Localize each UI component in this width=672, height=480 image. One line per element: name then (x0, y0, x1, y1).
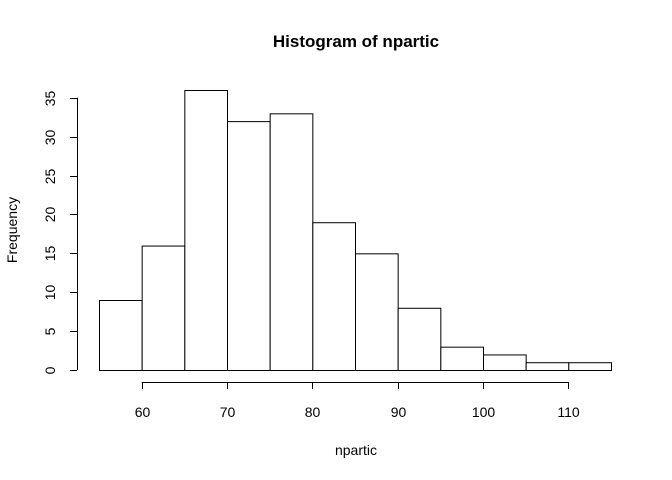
histogram-bar-65-70 (184, 90, 228, 371)
x-axis-label: npartic (335, 442, 377, 458)
x-tick-label-90: 90 (391, 404, 407, 420)
histogram-bar-85-90 (355, 253, 399, 371)
chart-title: Histogram of npartic (273, 32, 439, 51)
x-tick-label-70: 70 (220, 404, 236, 420)
histogram-bar-70-75 (227, 121, 271, 371)
y-axis-label: Frequency (4, 197, 20, 263)
histogram-bar-90-95 (397, 307, 442, 371)
x-tick-label-60: 60 (135, 404, 151, 420)
histogram-bar-55-60 (99, 300, 143, 371)
y-tick-label-25: 25 (42, 169, 58, 185)
x-tick-label-100: 100 (472, 404, 496, 420)
histogram-bar-75-80 (269, 113, 314, 371)
x-tick-label-110: 110 (557, 404, 580, 420)
y-tick-label-15: 15 (42, 246, 58, 262)
histogram-bar-105-110 (525, 362, 570, 372)
y-axis: 0 5 10 15 20 25 30 35 (42, 91, 78, 374)
y-tick-label-0: 0 (42, 366, 58, 374)
histogram-bar-60-65 (141, 245, 186, 371)
y-tick-label-35: 35 (42, 91, 58, 107)
x-tick-label-80: 80 (305, 404, 321, 420)
histogram-bar-95-100 (440, 346, 485, 371)
x-axis: 60 70 80 90 100 110 (135, 382, 580, 420)
bars-group (99, 90, 612, 372)
y-tick-label-5: 5 (42, 327, 58, 335)
histogram-bar-100-105 (483, 354, 527, 372)
y-tick-label-20: 20 (42, 207, 58, 223)
y-tick-label-10: 10 (42, 285, 58, 301)
histogram-bar-80-85 (312, 222, 357, 371)
y-tick-label-30: 30 (42, 130, 58, 146)
histogram-bar-110-115 (568, 362, 612, 372)
